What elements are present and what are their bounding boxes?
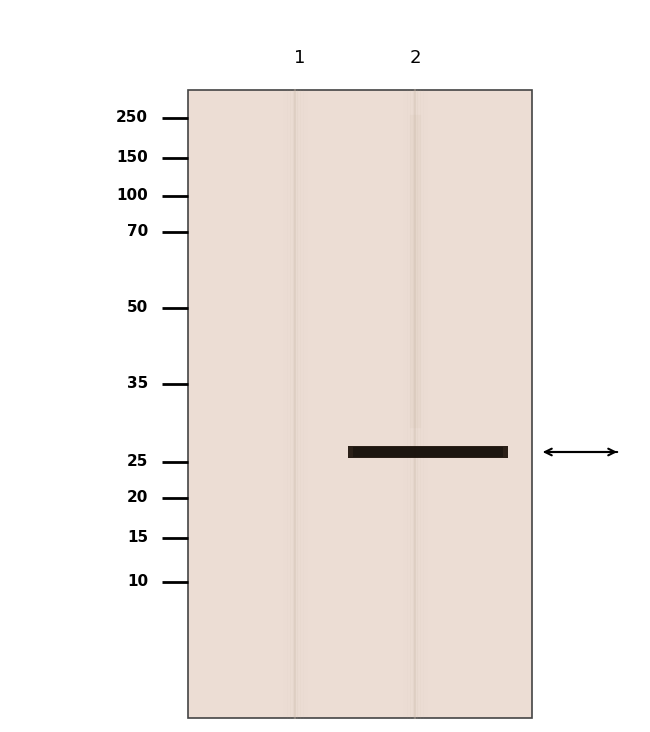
- Text: 35: 35: [127, 376, 148, 392]
- Text: 10: 10: [127, 575, 148, 589]
- Text: 15: 15: [127, 531, 148, 545]
- Text: 250: 250: [116, 111, 148, 125]
- Text: 100: 100: [116, 189, 148, 203]
- Text: 70: 70: [127, 225, 148, 239]
- Bar: [353, 447, 503, 457]
- Text: 20: 20: [127, 490, 148, 506]
- Text: 25: 25: [127, 455, 148, 469]
- Text: 1: 1: [294, 49, 305, 67]
- Bar: [188, 90, 532, 718]
- Bar: [348, 446, 508, 458]
- Text: 150: 150: [116, 151, 148, 165]
- Text: 2: 2: [410, 49, 421, 67]
- Text: 50: 50: [127, 301, 148, 315]
